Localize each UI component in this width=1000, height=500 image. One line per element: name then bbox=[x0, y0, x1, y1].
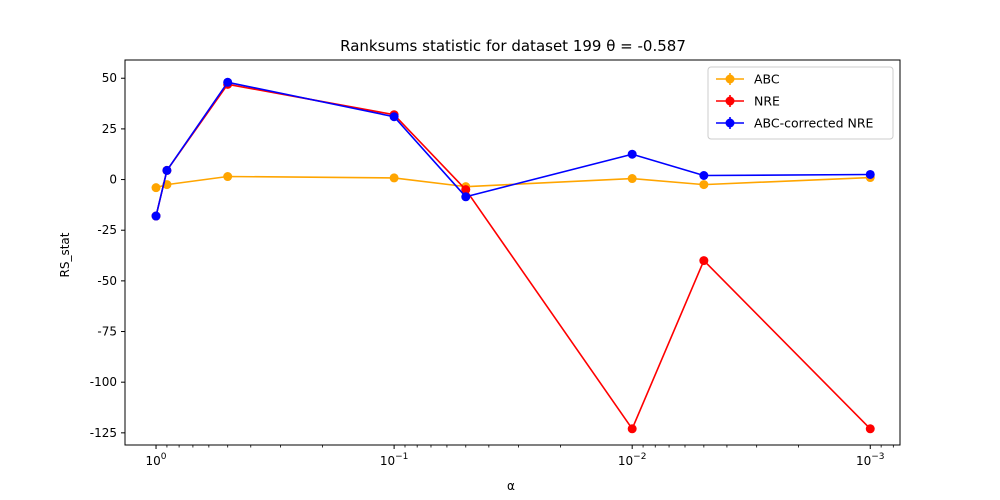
y-tick-label: 0 bbox=[109, 173, 117, 187]
legend-marker bbox=[725, 74, 735, 84]
legend-box bbox=[707, 66, 894, 140]
chart-title: Ranksums statistic for dataset 199 θ = -… bbox=[340, 37, 686, 55]
data-point bbox=[461, 192, 471, 202]
data-point bbox=[162, 165, 172, 175]
data-point bbox=[627, 424, 637, 434]
data-point bbox=[699, 180, 709, 190]
x-tick-label: 10−2 bbox=[618, 452, 647, 468]
y-tick-label: -50 bbox=[97, 274, 117, 288]
data-point bbox=[223, 77, 233, 87]
y-tick-label: -125 bbox=[90, 426, 117, 440]
y-tick-label: -100 bbox=[90, 375, 117, 389]
legend-label: ABC-corrected NRE bbox=[754, 116, 874, 131]
data-point bbox=[627, 149, 637, 159]
legend-label: NRE bbox=[754, 94, 780, 109]
y-tick-label: -75 bbox=[97, 325, 117, 339]
data-point bbox=[223, 172, 233, 182]
data-point bbox=[389, 112, 399, 122]
legend-label: ABC bbox=[754, 72, 780, 87]
y-axis-label: RS_stat bbox=[58, 232, 72, 277]
x-tick-label: 10−1 bbox=[380, 452, 409, 468]
plot-area: 50 25 0 -25 -50 -75 -100 -125 100 10−1 10−2 10−3 ABC… bbox=[90, 59, 901, 468]
x-tick-label: 10−3 bbox=[856, 452, 885, 468]
data-point bbox=[461, 185, 471, 195]
y-tick-label: 25 bbox=[102, 122, 117, 136]
series-line-2 bbox=[155, 81, 871, 217]
y-tick-label: 50 bbox=[102, 71, 117, 85]
data-point bbox=[389, 173, 399, 183]
x-tick-label: 100 bbox=[146, 452, 167, 468]
series-line-0 bbox=[155, 175, 871, 189]
data-point bbox=[151, 211, 161, 221]
y-tick-label: -25 bbox=[97, 223, 117, 237]
legend-marker bbox=[725, 118, 735, 128]
data-point bbox=[699, 256, 709, 266]
data-point bbox=[865, 169, 875, 179]
plot-frame bbox=[124, 59, 901, 446]
data-point bbox=[699, 171, 709, 180]
data-point bbox=[151, 183, 161, 193]
legend-marker bbox=[725, 96, 735, 106]
legend: ABC NRE ABC-corrected NRE bbox=[707, 66, 894, 140]
data-point bbox=[627, 174, 637, 184]
x-axis-label: α bbox=[507, 479, 515, 493]
data-point bbox=[865, 424, 875, 434]
